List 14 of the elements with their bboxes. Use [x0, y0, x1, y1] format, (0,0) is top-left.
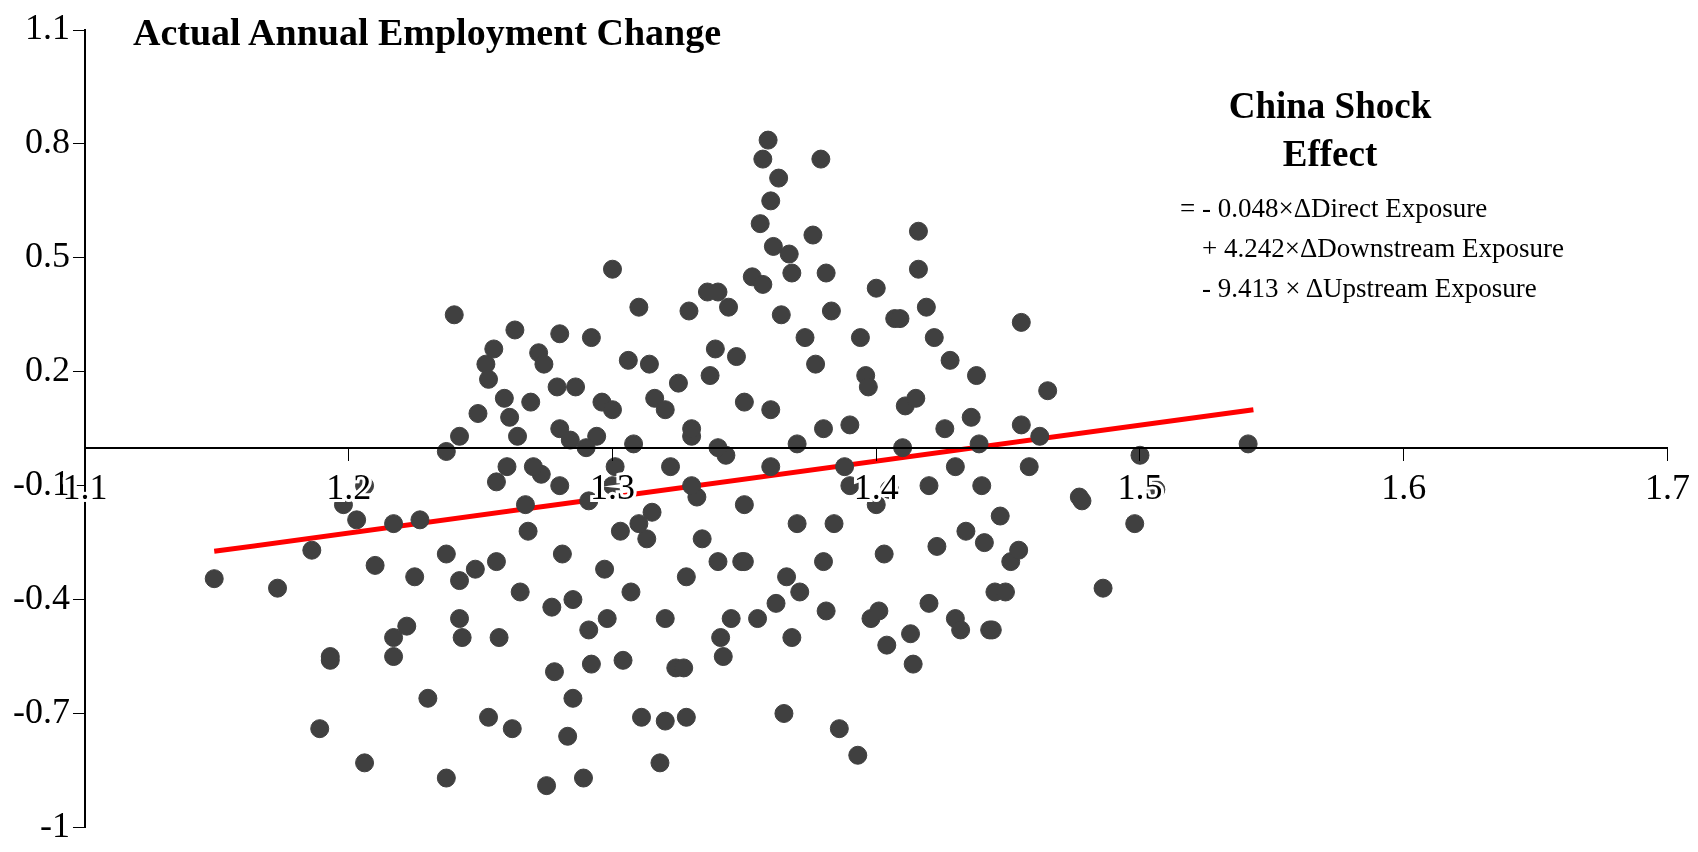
- y-tick-label: 0.2: [24, 349, 70, 390]
- annotation: + 4.242×ΔDownstream Exposure: [1202, 232, 1565, 265]
- x-tick-label: 1.7: [1645, 466, 1690, 507]
- y-tick-label: -0.7: [12, 690, 70, 731]
- y-tick-label: 0.8: [24, 121, 70, 162]
- y-axis-title: Actual Annual Employment Change: [133, 10, 722, 54]
- annotation: = - 0.048×ΔDirect Exposure: [1180, 192, 1489, 225]
- y-tick-label: 0.5: [24, 235, 70, 276]
- y-tick-label: -1: [39, 804, 70, 845]
- y-tick-label: -0.4: [12, 577, 70, 618]
- annotation: - 9.413 × ΔUpstream Exposure: [1202, 272, 1538, 305]
- annotation: China Shock Effect: [1227, 84, 1433, 176]
- y-tick-label: 1.1: [24, 7, 70, 48]
- x-tick-label: 1.6: [1381, 466, 1427, 507]
